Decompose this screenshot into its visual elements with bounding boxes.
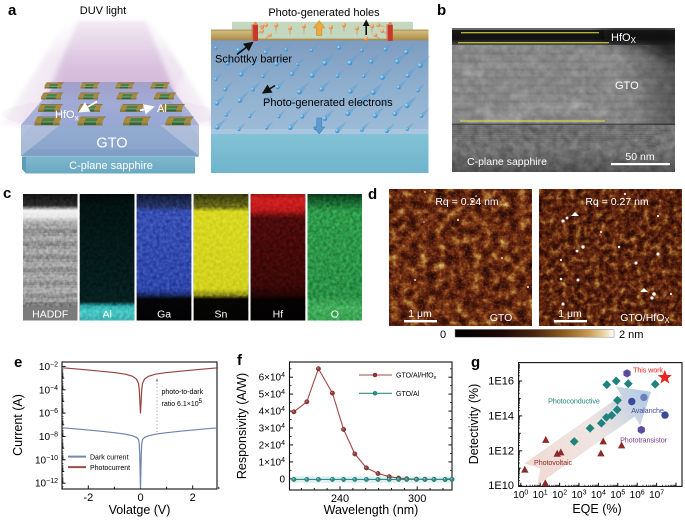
svg-text:Al: Al [103, 309, 112, 321]
svg-text:Photocurrent: Photocurrent [90, 465, 130, 472]
svg-text:4×104: 4×104 [259, 406, 286, 418]
svg-text:c: c [3, 185, 11, 202]
svg-text:DUV light: DUV light [80, 5, 126, 17]
svg-text:GTO/Al: GTO/Al [396, 391, 420, 398]
svg-text:d: d [368, 186, 377, 203]
svg-text:Schottky barrier: Schottky barrier [215, 54, 292, 66]
svg-text:GTO: GTO [96, 136, 127, 152]
svg-text:a: a [8, 2, 17, 19]
svg-text:103: 103 [571, 489, 586, 501]
svg-text:Photo-generated electrons: Photo-generated electrons [263, 97, 393, 109]
svg-text:This work: This work [633, 366, 663, 375]
svg-text:Al: Al [157, 103, 167, 115]
svg-text:1 μm: 1 μm [558, 308, 582, 320]
svg-text:0: 0 [279, 474, 285, 485]
svg-text:50 nm: 50 nm [625, 151, 654, 163]
svg-text:Dark current: Dark current [90, 455, 129, 462]
svg-text:1 μm: 1 μm [408, 308, 432, 320]
svg-text:e: e [14, 354, 22, 371]
svg-text:Photoconductive: Photoconductive [548, 397, 600, 406]
svg-text:1E10: 1E10 [488, 480, 514, 492]
svg-text:2: 2 [190, 492, 196, 504]
svg-text:1E16: 1E16 [488, 376, 514, 388]
svg-text:GTO/HfOX: GTO/HfOX [620, 312, 670, 325]
svg-text:EQE (%): EQE (%) [572, 502, 621, 516]
svg-text:6×104: 6×104 [259, 372, 286, 384]
svg-text:g: g [471, 354, 480, 371]
svg-text:Hf: Hf [273, 309, 284, 321]
svg-text:2×104: 2×104 [259, 440, 286, 452]
svg-text:10−6: 10−6 [39, 408, 58, 420]
svg-text:106: 106 [630, 489, 645, 501]
svg-text:HfOx: HfOx [55, 109, 79, 123]
svg-text:GTO: GTO [490, 312, 513, 324]
svg-text:photo-to-dark: photo-to-dark [162, 389, 204, 396]
svg-text:0: 0 [137, 492, 143, 504]
svg-text:Sn: Sn [214, 309, 227, 321]
svg-text:2 nm: 2 nm [619, 329, 643, 341]
svg-text:Responsivity (A/W): Responsivity (A/W) [235, 373, 249, 479]
svg-text:Photovoltaic: Photovoltaic [534, 458, 572, 467]
svg-text:Current (A): Current (A) [11, 394, 25, 456]
svg-text:240: 240 [331, 493, 349, 505]
svg-text:102: 102 [552, 489, 567, 501]
svg-text:Wavelength (nm): Wavelength (nm) [324, 503, 419, 517]
svg-text:Volatge (V): Volatge (V) [109, 503, 171, 517]
svg-text:100: 100 [513, 489, 528, 501]
svg-text:O: O [331, 309, 339, 321]
svg-text:1E12: 1E12 [488, 445, 514, 457]
svg-text:HADDF: HADDF [32, 309, 68, 321]
svg-text:Rq = 0.24 nm: Rq = 0.24 nm [435, 196, 499, 208]
svg-text:0: 0 [440, 329, 446, 341]
svg-text:10−4: 10−4 [39, 385, 58, 397]
svg-text:C-plane sapphire: C-plane sapphire [467, 156, 547, 168]
svg-text:10−12: 10−12 [35, 478, 58, 490]
svg-text:b: b [437, 2, 446, 19]
svg-text:107: 107 [649, 489, 664, 501]
svg-text:-2: -2 [83, 492, 93, 504]
svg-text:10−2: 10−2 [39, 361, 58, 373]
svg-text:105: 105 [610, 489, 625, 501]
svg-text:GTO: GTO [615, 80, 639, 92]
svg-text:Photo-generated holes: Photo-generated holes [268, 7, 380, 19]
svg-text:f: f [237, 352, 243, 369]
svg-text:HfOX: HfOX [611, 32, 637, 45]
svg-text:Detectivity (%): Detectivity (%) [467, 384, 481, 465]
svg-text:Ga: Ga [157, 309, 171, 321]
svg-text:10−8: 10−8 [39, 432, 58, 444]
svg-text:1E14: 1E14 [488, 410, 514, 422]
svg-text:101: 101 [533, 489, 548, 501]
svg-text:GTO/Al/HfOx: GTO/Al/HfOx [396, 373, 437, 382]
svg-text:3×104: 3×104 [259, 423, 286, 435]
svg-text:5×104: 5×104 [259, 389, 286, 401]
svg-text:104: 104 [591, 489, 606, 501]
svg-text:Phototransistor: Phototransistor [620, 436, 668, 445]
svg-text:300: 300 [408, 493, 426, 505]
svg-text:Avalanche: Avalanche [631, 406, 664, 415]
svg-text:C-plane sapphire: C-plane sapphire [69, 160, 153, 172]
svg-text:Rq = 0.27 nm: Rq = 0.27 nm [585, 196, 649, 208]
svg-text:ratio 6.1×105: ratio 6.1×105 [162, 399, 203, 408]
svg-text:10−10: 10−10 [35, 455, 58, 467]
svg-text:1×104: 1×104 [259, 457, 286, 469]
